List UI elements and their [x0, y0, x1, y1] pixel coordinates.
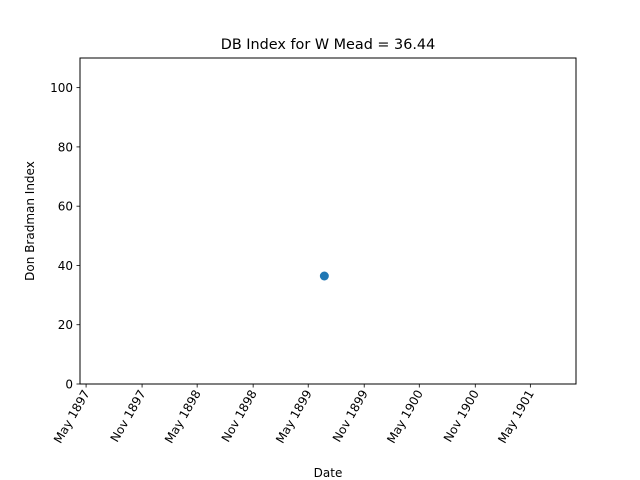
y-ticks: 0 20 40 60 80 100 [50, 81, 80, 392]
x-tick-label: May 1900 [384, 388, 426, 446]
x-axis-label: Date [314, 466, 343, 480]
x-tick-label: Nov 1898 [219, 388, 260, 445]
x-tick-label: Nov 1899 [330, 388, 371, 445]
x-tick-label: May 1901 [495, 388, 537, 446]
x-ticks: May 1897 Nov 1897 May 1898 Nov 1898 May 1899… [51, 384, 537, 446]
y-tick-label: 60 [58, 200, 73, 214]
x-tick-label: Nov 1900 [441, 388, 482, 445]
chart-title: DB Index for W Mead = 36.44 [221, 37, 436, 53]
data-points [319, 271, 329, 281]
y-tick-label: 80 [58, 140, 73, 154]
x-tick-label: May 1897 [51, 388, 93, 446]
y-tick-label: 100 [50, 81, 73, 95]
data-point [319, 271, 329, 281]
y-tick-label: 20 [58, 318, 73, 332]
x-tick-label: May 1899 [273, 388, 315, 446]
x-tick-label: Nov 1897 [108, 388, 149, 445]
plot-frame [79, 57, 577, 385]
x-tick-label: May 1898 [162, 388, 204, 446]
y-tick-label: 40 [58, 259, 73, 273]
y-axis-label: Don Bradman Index [23, 161, 37, 281]
y-tick-label: 0 [65, 378, 73, 392]
